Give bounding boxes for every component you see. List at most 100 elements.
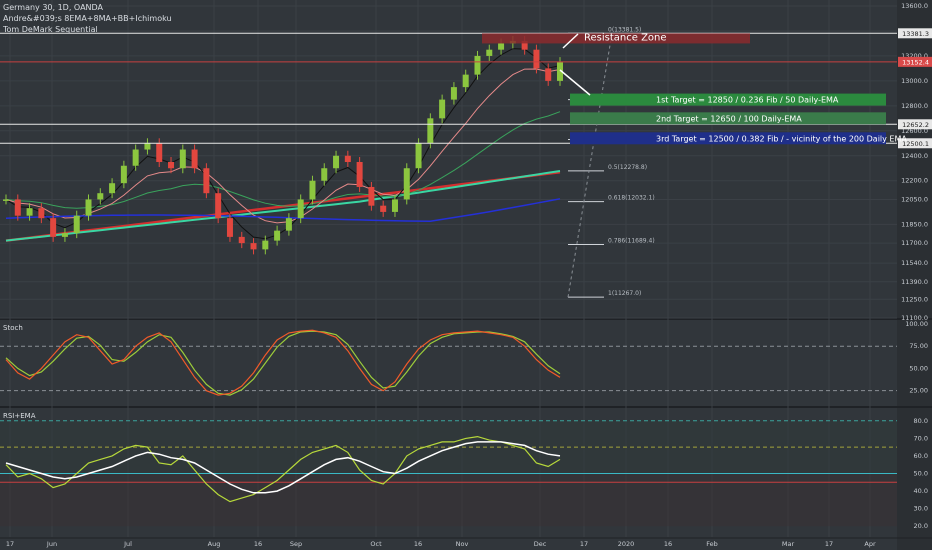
target-box <box>570 93 886 106</box>
y-tick-label: 12800.0 <box>901 102 928 110</box>
y-tick-label: 11540.0 <box>901 259 928 267</box>
x-tick-label: Oct <box>370 540 382 548</box>
candle-body <box>344 155 351 162</box>
x-tick-label: 17 <box>825 540 833 548</box>
stoch-k-line <box>5 329 561 396</box>
candle-body <box>403 168 410 200</box>
fib-label: 0.618(12032.1) <box>608 195 655 202</box>
target-box <box>570 112 886 125</box>
candle-body <box>203 168 210 194</box>
x-tick-label: Aug <box>208 540 221 548</box>
rsi-lower-zone <box>0 473 897 527</box>
candle-body <box>333 155 340 169</box>
candle-body <box>215 193 222 219</box>
candle-body <box>3 199 9 201</box>
candle-body <box>132 149 139 166</box>
indicator-label-2: Tom DeMark Sequential <box>3 25 98 34</box>
stoch-y-label: 75.00 <box>909 342 928 350</box>
candle-body <box>285 218 292 231</box>
candle-body <box>439 99 446 119</box>
y-tick-label: 11100.0 <box>901 314 928 322</box>
price-label-bg <box>898 138 932 149</box>
y-tick-label: 13600.0 <box>901 2 928 10</box>
target-label: 2nd Target = 12650 / 100 Daily-EMA <box>656 114 802 123</box>
axis-background <box>897 0 932 550</box>
fib-label: 0.5(12278.8) <box>608 164 647 171</box>
x-tick-label: Nov <box>456 540 469 548</box>
ema-8-line <box>5 48 561 240</box>
candle-body <box>309 180 316 200</box>
candle-body <box>14 199 21 216</box>
rsi-y-label: 20.0 <box>914 522 928 530</box>
candle-body <box>262 240 269 250</box>
y-tick-label: 12050.0 <box>901 195 928 203</box>
candle-body <box>297 199 304 219</box>
price-label-bg <box>898 28 932 39</box>
stoch-d-line <box>5 330 561 396</box>
stoch-y-label: 100.00 <box>905 320 928 328</box>
y-tick-label: 11390.0 <box>901 278 928 286</box>
rsi-y-label: 50.0 <box>914 470 928 478</box>
candle-body <box>427 118 434 144</box>
target-label: 1st Target = 12850 / 0.236 Fib / 50 Dail… <box>656 96 839 105</box>
x-tick-label: 16 <box>664 540 672 548</box>
candle-body <box>61 233 68 237</box>
candle-body <box>226 218 233 237</box>
candle-body <box>97 193 104 200</box>
candle-body <box>368 186 375 206</box>
stoch-pane: Stoch 100.00 75.00 50.00 25.00 <box>0 320 928 396</box>
rsi-y-label: 30.0 <box>914 505 928 513</box>
x-tick-label: Sep <box>290 540 302 548</box>
resistance-label: Resistance Zone <box>584 32 667 43</box>
rsi-y-label: 70.0 <box>914 434 928 442</box>
rsi-ema-line <box>5 441 561 494</box>
candle-body <box>38 208 45 219</box>
candle-body <box>415 143 422 169</box>
y-tick-label: 11700.0 <box>901 239 928 247</box>
symbol-title: Germany 30, 1D, OANDA <box>3 3 104 12</box>
rsi-y-label: 60.0 <box>914 452 928 460</box>
candle-body <box>521 40 528 50</box>
price-label-bg <box>898 56 932 67</box>
target-label: 3rd Target = 12500 / 0.382 Fib / - vicin… <box>656 134 907 143</box>
fib-label: 0(13381.5) <box>608 26 641 33</box>
candle-body <box>321 168 328 181</box>
candle-body <box>156 143 163 162</box>
up-arrow <box>562 33 579 49</box>
candle-body <box>474 55 481 75</box>
price-label-text: 13381.3 <box>902 30 929 38</box>
candle-body <box>462 74 469 88</box>
candle-body <box>144 143 151 150</box>
fib-label: 0.786(11689.4) <box>608 237 655 244</box>
y-tick-label: 12400.0 <box>901 152 928 160</box>
candle-body <box>73 215 80 234</box>
x-tick-label: Feb <box>706 540 718 548</box>
x-tick-label: 17 <box>580 540 588 548</box>
x-axis: 17 Jun Jul Aug 16 Sep Oct 16 Nov Dec 17 2020 16 Feb Ma… <box>6 540 876 548</box>
x-tick-label: Mar <box>782 540 795 548</box>
candle-body <box>168 162 175 169</box>
resistance-zone <box>482 33 750 44</box>
candle-body <box>191 149 198 169</box>
candle-body <box>109 183 116 194</box>
x-tick-label: 17 <box>6 540 14 548</box>
y-tick-label: 11250.0 <box>901 295 928 303</box>
candle-body <box>274 230 281 241</box>
rsi-line <box>5 435 561 503</box>
fib-trend <box>567 33 613 298</box>
stoch-y-label: 50.00 <box>909 364 928 372</box>
candle-body <box>391 199 398 212</box>
price-label-text: 12652.2 <box>902 121 929 129</box>
candle-body <box>545 68 552 81</box>
candle-body <box>557 62 563 81</box>
blue-trend-line <box>5 198 561 222</box>
y-tick-label: 13000.0 <box>901 77 928 85</box>
candle-body <box>533 49 540 69</box>
y-tick-label: 12600.0 <box>901 127 928 135</box>
candle-body <box>486 49 493 56</box>
candle-body <box>450 87 457 100</box>
ema-100-line <box>5 170 561 242</box>
candle-body <box>50 218 57 237</box>
price-label-text: 12500.1 <box>902 140 929 148</box>
rsi-pane: RSI+EMA 80.0 70.0 60.0 50.0 40.0 30.0 20.0 <box>0 412 928 530</box>
